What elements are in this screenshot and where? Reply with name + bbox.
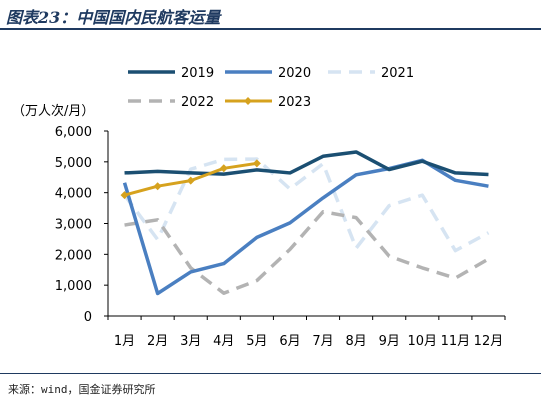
axes: 0 1,000 2,000 3,000 4,000 5,000 6,000 1月 2月 3月 4月 5… — [55, 125, 506, 349]
y-tick-label: 0 — [84, 310, 92, 325]
x-tick-label: 8月 — [345, 334, 366, 349]
x-tick-label: 1月 — [114, 334, 135, 349]
data-point-2023 — [153, 182, 162, 191]
x-tick-label: 11月 — [441, 334, 471, 349]
series-line-2020 — [122, 158, 489, 296]
series-line-2022 — [124, 210, 490, 295]
legend-label-2021: 2021 — [381, 66, 414, 81]
y-tick-label: 3,000 — [55, 218, 92, 233]
data-point-2023 — [186, 176, 195, 185]
title-divider — [0, 28, 541, 30]
y-tick-label: 5,000 — [55, 156, 92, 171]
x-tick-label: 4月 — [213, 334, 234, 349]
x-tick-label: 5月 — [246, 334, 267, 349]
x-tick-label: 9月 — [379, 334, 400, 349]
x-tick-label: 2月 — [147, 334, 168, 349]
legend-label-2020: 2020 — [278, 66, 311, 81]
series-lines — [120, 150, 490, 296]
data-point-2023 — [252, 159, 261, 168]
legend-marker-2023 — [244, 97, 252, 105]
source-note: 来源：wind，国金证券研究所 — [8, 383, 156, 396]
x-tick-label: 3月 — [180, 334, 201, 349]
y-tick-label: 1,000 — [55, 279, 92, 294]
legend-label-2023: 2023 — [278, 95, 311, 110]
x-tick-label: 6月 — [279, 334, 300, 349]
y-tick-label: 6,000 — [55, 125, 92, 140]
y-tick-label: 2,000 — [55, 248, 92, 263]
legend-label-2019: 2019 — [181, 66, 214, 81]
chart-title: 图表23：中国国内民航客运量 — [6, 8, 221, 27]
footer-divider — [0, 373, 541, 374]
x-tick-label: 12月 — [474, 334, 504, 349]
y-tick-label: 4,000 — [55, 187, 92, 202]
x-tick-label: 10月 — [408, 334, 438, 349]
x-tick-label: 7月 — [312, 334, 333, 349]
data-point-2023 — [219, 164, 228, 173]
y-axis-label: （万人次/月） — [12, 103, 94, 119]
data-point-2023 — [120, 191, 129, 200]
series-line-2019 — [124, 150, 489, 177]
legend: 2019 2020 2021 2022 2023 — [128, 66, 414, 110]
legend-label-2022: 2022 — [181, 95, 214, 110]
